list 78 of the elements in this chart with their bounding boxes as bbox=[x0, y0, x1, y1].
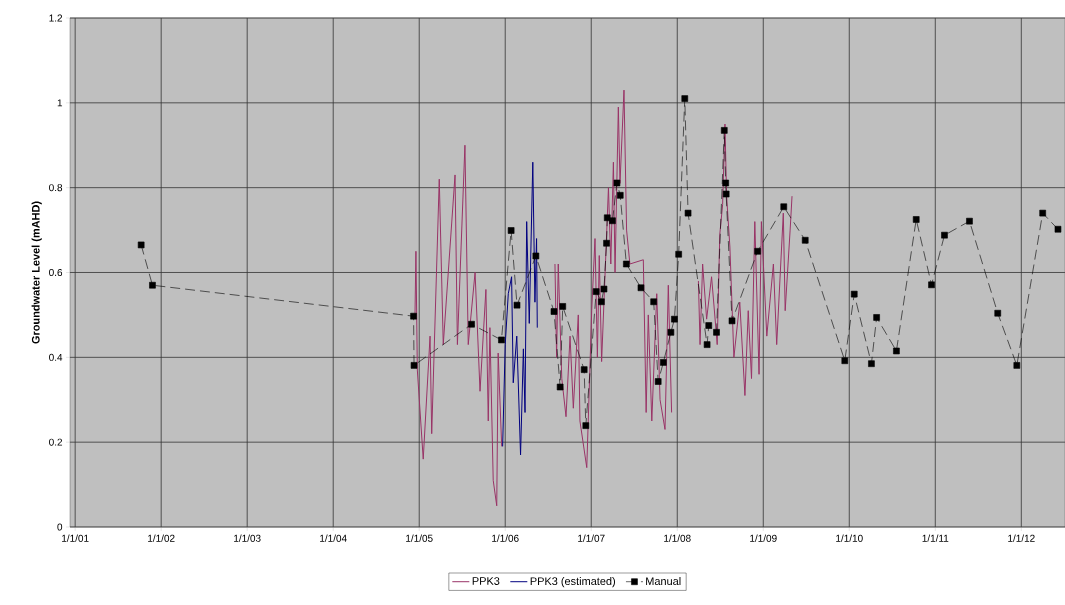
point bbox=[507, 227, 515, 234]
point bbox=[592, 288, 600, 295]
point bbox=[1013, 362, 1021, 369]
point bbox=[550, 308, 558, 315]
x-tick-label: 1/1/09 bbox=[750, 534, 777, 542]
point bbox=[650, 298, 657, 306]
point bbox=[559, 303, 567, 310]
y-tick-label: 1.2 bbox=[49, 14, 63, 22]
point bbox=[681, 95, 689, 102]
point bbox=[609, 217, 616, 225]
point bbox=[893, 347, 900, 355]
y-tick-label: 0 bbox=[57, 523, 63, 531]
y-tick-label: 1 bbox=[57, 99, 63, 107]
point bbox=[801, 236, 809, 244]
legend-label: PPK3 bbox=[472, 577, 500, 585]
point bbox=[410, 362, 418, 369]
legend-label: PPK3 (estimated) bbox=[530, 577, 615, 588]
point bbox=[410, 312, 417, 320]
point bbox=[841, 357, 849, 365]
x-tick-label: 1/1/05 bbox=[406, 534, 433, 542]
y-tick-label: 0.8 bbox=[49, 184, 63, 192]
x-tick-label: 1/1/02 bbox=[148, 534, 175, 542]
x-tick-label: 1/1/11 bbox=[922, 534, 949, 542]
point bbox=[582, 422, 590, 429]
point bbox=[603, 239, 610, 247]
point bbox=[713, 329, 720, 336]
x-tick-label: 1/1/06 bbox=[492, 534, 519, 542]
point bbox=[850, 290, 858, 298]
point bbox=[722, 179, 729, 187]
point bbox=[780, 203, 788, 211]
y-tick-label: 0.4 bbox=[49, 353, 63, 361]
point bbox=[598, 298, 605, 306]
x-tick-label: 1/1/10 bbox=[836, 534, 863, 542]
point bbox=[675, 250, 682, 258]
point bbox=[580, 366, 588, 373]
y-tick-label: 0.6 bbox=[49, 268, 63, 277]
point bbox=[513, 301, 521, 309]
point bbox=[705, 322, 713, 329]
y-tick-label: 0.2 bbox=[49, 438, 63, 446]
point bbox=[873, 314, 880, 321]
x-tick-label: 1/1/07 bbox=[578, 534, 605, 542]
point bbox=[532, 252, 540, 260]
point bbox=[684, 209, 692, 217]
point bbox=[941, 231, 948, 239]
point bbox=[600, 285, 608, 293]
x-tick-label: 1/1/01 bbox=[62, 534, 89, 542]
point bbox=[703, 341, 711, 348]
x-tick-label: 1/1/04 bbox=[320, 534, 347, 542]
x-tick-label: 1/1/12 bbox=[1008, 534, 1035, 542]
point bbox=[966, 217, 973, 225]
point bbox=[623, 260, 630, 268]
point bbox=[912, 216, 920, 223]
point bbox=[468, 320, 475, 328]
point bbox=[994, 309, 1002, 317]
point bbox=[671, 315, 678, 323]
x-tick-label: 1/1/08 bbox=[664, 534, 691, 542]
point bbox=[1039, 209, 1046, 217]
point bbox=[603, 214, 611, 222]
point bbox=[660, 359, 667, 366]
y-axis-title: Groundwater Level (mAHD) bbox=[31, 201, 42, 344]
point bbox=[637, 284, 645, 292]
point bbox=[868, 360, 875, 367]
point bbox=[928, 281, 935, 289]
point bbox=[667, 329, 675, 336]
legend-label: Manual bbox=[646, 577, 681, 586]
point bbox=[720, 127, 728, 134]
point bbox=[137, 241, 145, 249]
point bbox=[654, 378, 662, 385]
point bbox=[1054, 225, 1062, 233]
point bbox=[149, 281, 156, 289]
point bbox=[498, 336, 505, 344]
point bbox=[616, 192, 624, 199]
point bbox=[754, 248, 761, 255]
point bbox=[556, 383, 564, 391]
point bbox=[722, 190, 730, 198]
point bbox=[613, 179, 621, 187]
point bbox=[728, 317, 736, 325]
x-tick-label: 1/1/03 bbox=[234, 534, 261, 542]
